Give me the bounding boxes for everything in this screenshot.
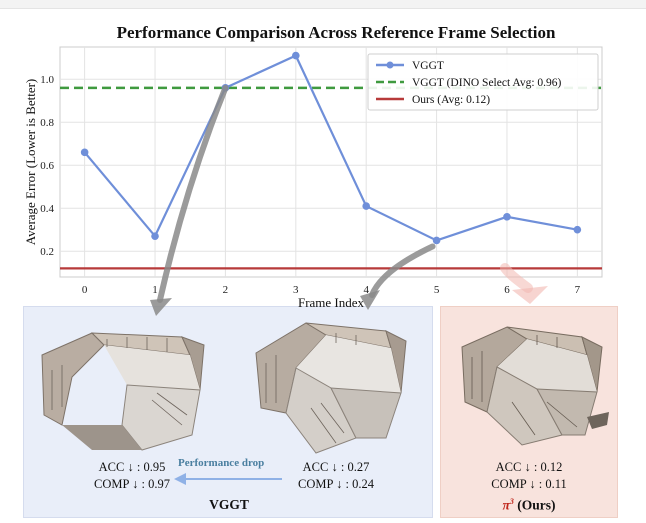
vggt-data-point bbox=[432, 236, 441, 245]
vggt-right-acc: ACC ↓ : 0.27 bbox=[302, 460, 370, 474]
legend-box bbox=[367, 53, 599, 111]
legend-entry: VGGT (DINO Select Avg: 0.96) bbox=[412, 77, 562, 89]
x-tick-label: 5 bbox=[434, 284, 440, 296]
vggt-left-metrics: ACC ↓ : 0.95 COMP ↓ : 0.97 bbox=[72, 459, 192, 493]
y-axis-label: Average Error (Lower is Better) bbox=[23, 79, 38, 246]
y-tick-label: 0.6 bbox=[40, 160, 54, 172]
vggt-right-metrics: ACC ↓ : 0.27 COMP ↓ : 0.24 bbox=[276, 459, 396, 493]
connector-arrow-frame2 bbox=[157, 84, 229, 303]
vggt-data-point bbox=[292, 51, 300, 60]
ours-label-text: (Ours) bbox=[513, 497, 556, 513]
legend-entry: VGGT bbox=[412, 60, 444, 72]
connector-arrow-frame5 bbox=[369, 243, 436, 298]
ours-panel: ACC ↓ : 0.12 COMP ↓ : 0.11 π3 (Ours) bbox=[440, 306, 618, 518]
vggt-data-point bbox=[80, 148, 89, 157]
connector-arrowhead-frame2 bbox=[150, 298, 172, 316]
x-tick-label: 1 bbox=[152, 284, 158, 296]
ours-acc: ACC ↓ : 0.12 bbox=[495, 460, 563, 474]
performance-drop-arrow bbox=[174, 473, 282, 485]
x-tick-label: 6 bbox=[504, 284, 510, 296]
vggt-reconstruction-right bbox=[255, 322, 407, 454]
x-tick-label: 2 bbox=[223, 284, 229, 296]
vggt-right-comp: COMP ↓ : 0.24 bbox=[298, 477, 374, 491]
ours-connector-arrow bbox=[500, 263, 533, 293]
vggt-data-point bbox=[151, 232, 159, 240]
vggt-panel: ACC ↓ : 0.95 COMP ↓ : 0.97 ACC ↓ : 0.27 … bbox=[23, 306, 433, 518]
chart-title: Performance Comparison Across Reference … bbox=[117, 23, 556, 42]
ours-reconstruction bbox=[461, 326, 609, 446]
x-tick-label: 7 bbox=[575, 284, 581, 296]
ours-metrics: ACC ↓ : 0.12 COMP ↓ : 0.11 bbox=[469, 459, 589, 493]
vggt-data-point bbox=[573, 225, 582, 234]
y-tick-label: 0.8 bbox=[40, 117, 54, 129]
y-tick-label: 1.0 bbox=[40, 74, 54, 86]
vggt-series-line bbox=[83, 54, 578, 242]
ours-connector-arrowhead bbox=[512, 286, 548, 304]
x-axis-label: Frame Index bbox=[298, 295, 365, 310]
vggt-left-comp: COMP ↓ : 0.97 bbox=[94, 477, 170, 491]
y-tick-label: 0.4 bbox=[40, 203, 54, 215]
ours-panel-label: π3 (Ours) bbox=[479, 497, 579, 514]
vggt-data-point bbox=[362, 202, 370, 210]
legend-entry: Ours (Avg: 0.12) bbox=[412, 94, 490, 106]
vggt-panel-label: VGGT bbox=[209, 497, 249, 512]
pi-symbol: π bbox=[502, 497, 510, 513]
ours-comp: COMP ↓ : 0.11 bbox=[491, 477, 567, 491]
x-tick-label: 0 bbox=[82, 284, 88, 296]
connector-arrowhead-frame5 bbox=[360, 290, 380, 310]
y-tick-label: 0.2 bbox=[40, 246, 54, 258]
vggt-left-acc: ACC ↓ : 0.95 bbox=[98, 460, 166, 474]
x-tick-label: 3 bbox=[293, 284, 299, 296]
pi-superscript: 3 bbox=[509, 497, 514, 506]
legend-marker bbox=[386, 61, 394, 69]
performance-drop-label: Performance drop bbox=[178, 457, 265, 469]
top-border bbox=[0, 0, 646, 9]
vggt-data-point bbox=[503, 213, 511, 221]
vggt-reconstruction-left bbox=[41, 332, 205, 451]
x-tick-label: 4 bbox=[363, 284, 369, 296]
